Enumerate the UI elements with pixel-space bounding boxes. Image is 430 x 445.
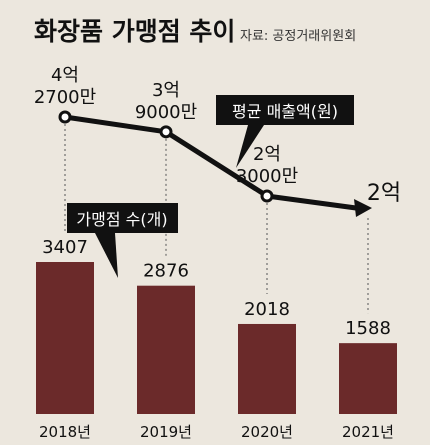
line-point-marker <box>159 125 173 139</box>
bar-value-labels: 3407 2876 2018 1588 <box>42 237 391 339</box>
line-value-label: 2700만 <box>34 87 96 108</box>
line-value-label: 9000만 <box>135 102 197 123</box>
line-value-label: 2억 <box>253 144 281 165</box>
bar-value-label: 2876 <box>143 261 189 282</box>
line-value-label: 4억 <box>51 65 79 86</box>
bar-series <box>36 262 397 414</box>
bar-1 <box>36 262 94 414</box>
bar-value-label: 1588 <box>345 318 391 339</box>
line-point-marker <box>58 110 72 124</box>
line-value-label: 3억 <box>152 80 180 101</box>
chart-title: 화장품 가맹점 추이 <box>34 17 235 46</box>
line-series-label-box <box>216 95 354 125</box>
line-series-label-pointer <box>236 125 264 168</box>
line-value-label: 2억 <box>367 181 401 206</box>
bar-value-label: 2018 <box>244 299 290 320</box>
bar-2 <box>137 285 195 414</box>
bar-series-label: 가맹점 수(개) <box>67 203 178 278</box>
bar-4 <box>339 343 397 414</box>
guide-lines <box>64 124 369 314</box>
bar-value-label: 3407 <box>42 237 88 258</box>
bar-3 <box>238 323 296 414</box>
line-value-label: 3000만 <box>236 166 298 187</box>
x-tick-label: 2021년 <box>342 423 394 441</box>
x-tick-label: 2019년 <box>140 423 192 441</box>
line-series <box>58 110 372 217</box>
bar-series-label-pointer <box>95 233 118 278</box>
bar-series-label-box <box>67 203 178 233</box>
line-point-marker <box>260 189 274 203</box>
x-tick-label: 2018년 <box>39 423 91 441</box>
source-note: 자료: 공정거래위원회 <box>240 29 356 44</box>
line-arrow-head <box>354 199 372 217</box>
line-path <box>64 114 357 211</box>
bar-series-label-text: 가맹점 수(개) <box>76 210 167 229</box>
x-axis-tick-labels: 2018년 2019년 2020년 2021년 <box>39 423 394 441</box>
line-series-label: 평균 매출액(원) <box>216 95 354 168</box>
x-tick-label: 2020년 <box>241 423 293 441</box>
line-series-label-text: 평균 매출액(원) <box>232 102 338 121</box>
